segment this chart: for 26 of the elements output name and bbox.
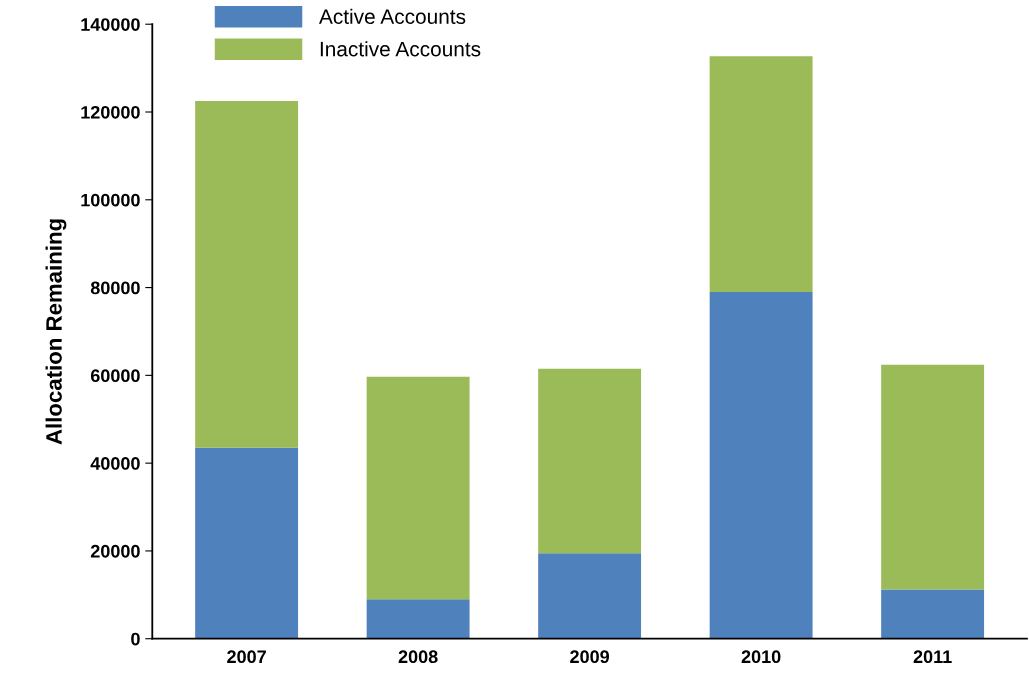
x-tick-label: 2011 xyxy=(913,650,952,664)
bar xyxy=(881,589,985,639)
x-tick-label: 2008 xyxy=(398,650,438,664)
y-tick-label: 0 xyxy=(131,632,140,646)
legend-label: Inactive Accounts xyxy=(320,41,481,57)
bar xyxy=(366,599,470,639)
x-tick-label: 2007 xyxy=(227,650,266,664)
bar xyxy=(709,56,813,292)
bar xyxy=(538,553,642,639)
y-axis-title: Allocation Remaining xyxy=(45,219,67,445)
bar xyxy=(709,291,813,639)
y-tick-label: 20000 xyxy=(90,544,140,558)
y-tick-label: 140000 xyxy=(81,18,140,31)
x-tick-label: 2010 xyxy=(741,650,781,664)
y-tick-label: 100000 xyxy=(81,193,140,207)
y-tick-label: 80000 xyxy=(90,281,140,295)
bar xyxy=(195,101,299,448)
y-tick-label: 120000 xyxy=(81,105,140,119)
bar xyxy=(366,376,470,600)
bar xyxy=(881,364,985,590)
y-tick-label: 40000 xyxy=(90,457,140,470)
bar xyxy=(538,368,642,554)
x-tick-label: 2009 xyxy=(570,650,610,664)
legend-label: Active Accounts xyxy=(318,8,466,25)
bar xyxy=(195,447,299,639)
y-tick-label: 60000 xyxy=(90,369,140,383)
